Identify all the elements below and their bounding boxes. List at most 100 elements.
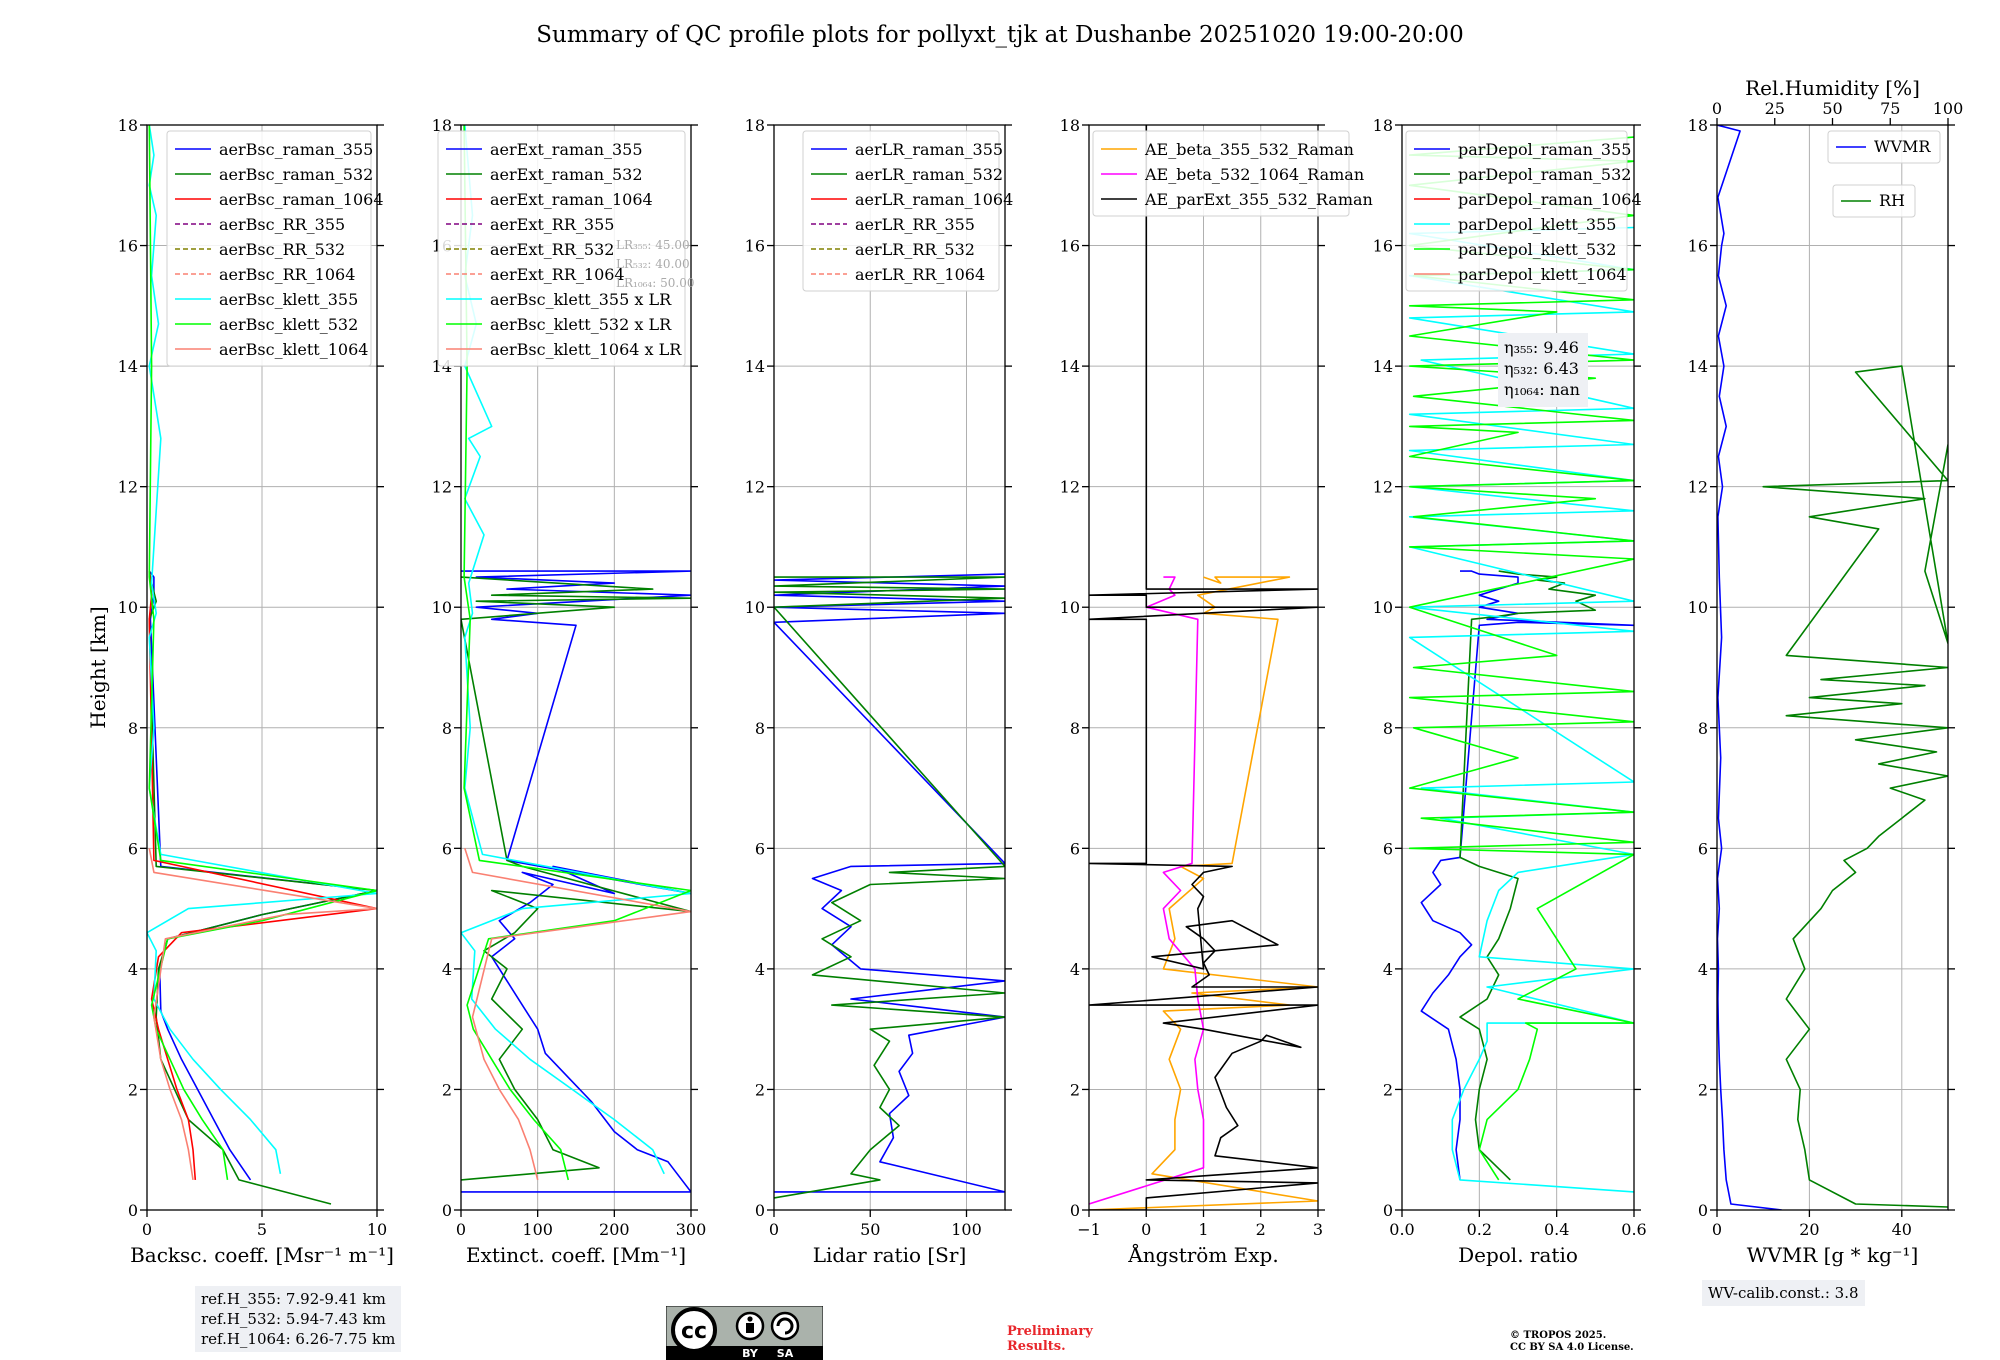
y-tick-label: 10	[1060, 598, 1080, 617]
legend-item: AE_beta_355_532_Raman	[1144, 140, 1354, 159]
y-tick-label: 6	[755, 839, 765, 858]
legend-item: aerBsc_raman_532	[219, 165, 373, 184]
annotation-line: η₁₀₆₄: nan	[1504, 380, 1580, 399]
y-tick-label: 2	[128, 1080, 138, 1099]
y-tick-label: 18	[1688, 116, 1708, 135]
y-tick-label: 0	[442, 1201, 452, 1220]
legend-item: aerExt_RR_1064	[490, 265, 625, 284]
legend-item: aerExt_RR_355	[490, 215, 614, 234]
cc-by-sa-license-badge: cc BY SA	[666, 1306, 823, 1360]
legend-item: aerLR_RR_355	[855, 215, 975, 234]
series-ae-beta-532-1064-raman	[1089, 576, 1205, 1205]
legend-box	[1092, 130, 1350, 217]
series-aerbsc-klett-532-x-lr	[463, 125, 691, 1181]
y-tick-label: 18	[432, 116, 452, 135]
legend-wvmr: WVMR	[1827, 130, 1941, 164]
legend-item: AE_parExt_355_532_Raman	[1144, 190, 1373, 209]
series-wvmr	[1717, 125, 1782, 1210]
legend: aerBsc_raman_355 aerBsc_raman_532 aerBsc_r…	[166, 130, 384, 367]
legend: AE_beta_355_532_Raman AE_beta_532_1064_Ra…	[1092, 130, 1373, 217]
legend-item: aerLR_raman_532	[855, 165, 1003, 184]
x-tick-label: 0.0	[1389, 1220, 1414, 1239]
y-tick-label: 10	[1688, 598, 1708, 617]
svg-text:SA: SA	[777, 1347, 794, 1360]
legend-item: AE_beta_532_1064_Raman	[1144, 165, 1364, 184]
y-tick-label: 0	[128, 1201, 138, 1220]
legend-item: aerExt_raman_532	[490, 165, 643, 184]
y-tick-label: 10	[745, 598, 765, 617]
series-rh	[1762, 365, 1948, 1208]
y-tick-label: 14	[1373, 357, 1393, 376]
series-ae-parext-355-532-raman	[1089, 125, 1318, 1210]
x-axis-label: Depol. ratio	[1458, 1243, 1578, 1267]
y-tick-label: 4	[1070, 960, 1080, 979]
x-tick-label: 100	[522, 1220, 553, 1239]
y-tick-label: 6	[1698, 839, 1708, 858]
y-tick-label: 14	[745, 357, 765, 376]
panel-3: 0 2 4 6 8 10 12 14 16 18 0 50 100 Lidar ratio [Sr] aer…	[745, 116, 1014, 1267]
x-tick-label: −1	[1077, 1220, 1101, 1239]
y-tick-label: 8	[1383, 719, 1393, 738]
annotation-line: η₅₃₂: 6.43	[1504, 359, 1579, 378]
legend-item: aerLR_raman_1064	[855, 190, 1013, 209]
legend: parDepol_raman_355 parDepol_raman_532 parD…	[1405, 130, 1642, 292]
y-tick-label: 4	[1383, 960, 1393, 979]
y-tick-label: 14	[118, 357, 138, 376]
legend-item: aerLR_RR_532	[855, 240, 975, 259]
legend-item: aerBsc_klett_1064	[219, 340, 368, 359]
legend-item: aerBsc_RR_355	[219, 215, 345, 234]
legend-item: aerExt_RR_532	[490, 240, 614, 259]
legend-item: parDepol_raman_532	[1458, 165, 1631, 184]
legend-item: aerBsc_klett_355 x LR	[490, 290, 672, 309]
legend-item: aerBsc_RR_1064	[219, 265, 355, 284]
preliminary-line-1: Preliminary	[1007, 1324, 1093, 1339]
legend-item: aerBsc_klett_532	[219, 315, 358, 334]
series-pardepol-raman-355	[1420, 570, 1634, 1181]
y-tick-label: 4	[128, 960, 138, 979]
annotation-line: η₃₅₅: 9.46	[1504, 338, 1579, 357]
top-x-tick-label: 25	[1765, 99, 1785, 118]
x-tick-label: 200	[599, 1220, 630, 1239]
legend: aerLR_raman_355 aerLR_raman_532 aerLR_rama…	[802, 130, 1013, 292]
axes-frame	[1401, 124, 1635, 1211]
x-tick-label: 1	[1198, 1220, 1208, 1239]
legend: aerExt_raman_355 aerExt_raman_532 aerExt_r…	[437, 130, 686, 367]
annotation-box: LR₃₅₅: 45.00 LR₅₃₂: 40.00 LR₁₀₆₄: 50.00	[616, 238, 694, 290]
share-alike-icon	[770, 1311, 800, 1341]
y-tick-label: 2	[1383, 1080, 1393, 1099]
y-tick-label: 10	[118, 598, 138, 617]
y-tick-label: 12	[432, 478, 452, 497]
series-group	[1089, 125, 1318, 1210]
copyright-line-1: © TROPOS 2025.	[1510, 1330, 1607, 1341]
y-tick-label: 16	[745, 237, 765, 256]
y-tick-label: 0	[1070, 1201, 1080, 1220]
annotation-box: η₃₅₅: 9.46 η₅₃₂: 6.43 η₁₀₆₄: nan	[1498, 333, 1588, 407]
y-tick-label: 12	[1688, 478, 1708, 497]
legend-box	[802, 130, 1000, 292]
x-tick-label: 0	[1712, 1220, 1722, 1239]
x-tick-label: 0	[1141, 1220, 1151, 1239]
y-tick-label: 6	[1070, 839, 1080, 858]
top-x-tick-label: 50	[1822, 99, 1842, 118]
figure-title: Summary of QC profile plots for pollyxt_…	[536, 22, 1464, 48]
axes-frame	[773, 124, 1006, 1211]
y-tick-label: 2	[1698, 1080, 1708, 1099]
x-tick-label: 50	[860, 1220, 880, 1239]
reference-height-box: ref.H_355: 7.92-9.41 km ref.H_532: 5.94-…	[195, 1286, 402, 1352]
top-x-axis-label: Rel.Humidity [%]	[1745, 76, 1920, 100]
legend-rh: RH	[1832, 184, 1916, 218]
legend-item: aerExt_raman_355	[490, 140, 643, 159]
series-pardepol-raman-532	[1459, 570, 1597, 1181]
y-tick-label: 16	[1060, 237, 1080, 256]
series-aerlr-raman-532	[774, 576, 1005, 1199]
x-axis-label: Extinct. coeff. [Mm⁻¹]	[466, 1243, 686, 1267]
top-x-tick-label: 75	[1880, 99, 1900, 118]
svg-text:BY: BY	[742, 1347, 759, 1360]
legend-item: parDepol_klett_1064	[1458, 265, 1627, 284]
x-tick-label: 40	[1892, 1220, 1912, 1239]
panel-5: 0 2 4 6 8 10 12 14 16 18 0.0 0.2 0.4 0.6 Depol. ratio p…	[1373, 116, 1647, 1267]
series-aerext-raman-532	[461, 576, 691, 1181]
x-axis-label: Ångström Exp.	[1127, 1242, 1278, 1267]
